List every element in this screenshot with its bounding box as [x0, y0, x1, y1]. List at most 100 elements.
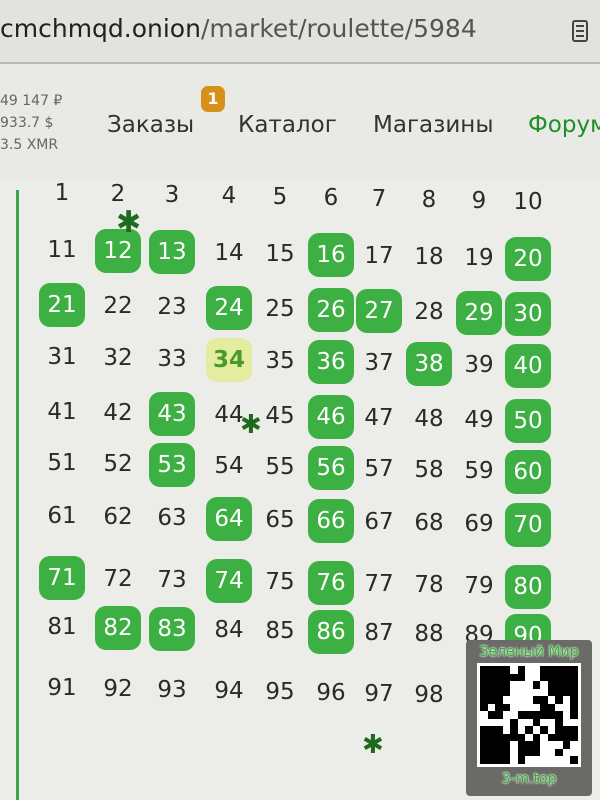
roulette-cell[interactable]: 98: [414, 682, 444, 708]
roulette-cell[interactable]: 86: [308, 610, 354, 654]
nav-catalog[interactable]: Каталог: [238, 112, 337, 138]
roulette-cell[interactable]: 41: [47, 399, 77, 425]
roulette-cell[interactable]: 61: [47, 503, 77, 529]
balances: 49 147 ₽ 933.7 $ 3.5 XMR: [0, 90, 62, 156]
roulette-cell[interactable]: 87: [364, 620, 394, 646]
roulette-cell[interactable]: 45: [265, 403, 295, 429]
roulette-cell[interactable]: 30: [505, 292, 551, 336]
balance-xmr: 3.5 XMR: [0, 137, 59, 153]
roulette-cell[interactable]: 84: [214, 617, 244, 643]
roulette-cell[interactable]: 49: [464, 407, 494, 433]
roulette-cell[interactable]: 26: [308, 288, 354, 332]
roulette-cell[interactable]: 14: [214, 240, 244, 266]
roulette-cell[interactable]: 24: [206, 286, 252, 330]
roulette-cell[interactable]: 22: [103, 293, 133, 319]
roulette-cell[interactable]: 40: [505, 344, 551, 388]
reader-mode-icon[interactable]: [572, 20, 588, 42]
roulette-cell[interactable]: 68: [414, 510, 444, 536]
roulette-cell[interactable]: 20: [505, 237, 551, 281]
roulette-cell[interactable]: 55: [265, 454, 295, 480]
roulette-cell[interactable]: 65: [265, 507, 295, 533]
roulette-cell[interactable]: 83: [149, 607, 195, 651]
roulette-cell[interactable]: 92: [103, 676, 133, 702]
roulette-cell[interactable]: 27: [356, 289, 402, 333]
roulette-cell[interactable]: 78: [414, 572, 444, 598]
roulette-cell[interactable]: 63: [157, 505, 187, 531]
roulette-cell[interactable]: 97: [364, 681, 394, 707]
roulette-cell[interactable]: 88: [414, 621, 444, 647]
balance-usd: 933.7 $: [0, 115, 54, 131]
roulette-cell[interactable]: 11: [47, 237, 77, 263]
roulette-cell[interactable]: 25: [265, 296, 295, 322]
roulette-cell[interactable]: 47: [364, 405, 394, 431]
balance-rub: 49 147 ₽: [0, 93, 63, 109]
roulette-cell[interactable]: 17: [364, 243, 394, 269]
roulette-cell[interactable]: 66: [308, 499, 354, 543]
roulette-cell[interactable]: 56: [308, 446, 354, 490]
roulette-cell[interactable]: 69: [464, 511, 494, 537]
roulette-cell[interactable]: 59: [464, 458, 494, 484]
url-text[interactable]: cmchmqd.onion/market/roulette/5984: [0, 14, 477, 43]
roulette-cell[interactable]: 54: [214, 453, 244, 479]
roulette-cell[interactable]: 33: [157, 346, 187, 372]
roulette-cell[interactable]: 42: [103, 400, 133, 426]
roulette-cell[interactable]: 29: [456, 291, 502, 335]
roulette-cell[interactable]: 72: [103, 566, 133, 592]
roulette-cell[interactable]: 93: [157, 677, 187, 703]
roulette-cell[interactable]: 85: [265, 618, 295, 644]
roulette-cell[interactable]: 23: [157, 294, 187, 320]
roulette-cell[interactable]: 21: [39, 283, 85, 327]
roulette-cell[interactable]: 60: [505, 450, 551, 494]
roulette-cell[interactable]: 71: [39, 556, 85, 600]
nav-forum[interactable]: Форум: [528, 112, 600, 138]
roulette-cell[interactable]: 73: [157, 567, 187, 593]
roulette-cell[interactable]: 32: [103, 345, 133, 371]
roulette-cell[interactable]: 57: [364, 456, 394, 482]
roulette-cell[interactable]: 91: [47, 675, 77, 701]
roulette-cell[interactable]: 74: [206, 559, 252, 603]
roulette-cell[interactable]: 16: [308, 233, 354, 277]
roulette-cell[interactable]: 37: [364, 350, 394, 376]
roulette-cell[interactable]: 46: [308, 395, 354, 439]
roulette-cell[interactable]: 76: [308, 561, 354, 605]
roulette-cell[interactable]: 77: [364, 571, 394, 597]
roulette-cell[interactable]: 81: [47, 614, 77, 640]
watermark: Зеленый Мир 3-m.top: [466, 640, 592, 796]
nav-orders[interactable]: Заказы: [107, 112, 195, 138]
roulette-cell[interactable]: 36: [308, 340, 354, 384]
roulette-cell[interactable]: 51: [47, 450, 77, 476]
roulette-cell[interactable]: 80: [505, 565, 551, 609]
roulette-cell[interactable]: 44: [214, 402, 244, 428]
roulette-cell[interactable]: 43: [149, 392, 195, 436]
roulette-cell[interactable]: 13: [149, 230, 195, 274]
roulette-cell[interactable]: 12: [95, 229, 141, 273]
roulette-cell[interactable]: 82: [95, 606, 141, 650]
roulette-cell[interactable]: 53: [149, 443, 195, 487]
column-header: 10: [513, 189, 543, 215]
column-header: 4: [221, 183, 237, 209]
nav-shops[interactable]: Магазины: [373, 112, 494, 138]
roulette-cell[interactable]: 67: [364, 509, 394, 535]
roulette-cell[interactable]: 15: [265, 241, 295, 267]
roulette-cell[interactable]: 64: [206, 497, 252, 541]
roulette-cell[interactable]: 39: [464, 352, 494, 378]
roulette-cell[interactable]: 62: [103, 504, 133, 530]
roulette-cell[interactable]: 18: [414, 244, 444, 270]
address-bar[interactable]: cmchmqd.onion/market/roulette/5984: [0, 0, 600, 64]
roulette-cell[interactable]: 50: [505, 399, 551, 443]
roulette-cell[interactable]: 28: [414, 299, 444, 325]
roulette-cell[interactable]: 96: [316, 680, 346, 706]
roulette-cell[interactable]: 35: [265, 348, 295, 374]
roulette-cell[interactable]: 94: [214, 678, 244, 704]
roulette-cell[interactable]: 95: [265, 679, 295, 705]
roulette-cell[interactable]: 38: [406, 342, 452, 386]
roulette-cell[interactable]: 19: [464, 245, 494, 271]
roulette-cell[interactable]: 79: [464, 573, 494, 599]
roulette-cell[interactable]: 48: [414, 406, 444, 432]
roulette-cell[interactable]: 34: [206, 338, 252, 382]
roulette-cell[interactable]: 58: [414, 457, 444, 483]
roulette-cell[interactable]: 75: [265, 569, 295, 595]
roulette-cell[interactable]: 31: [47, 344, 77, 370]
roulette-cell[interactable]: 52: [103, 451, 133, 477]
roulette-cell[interactable]: 70: [505, 503, 551, 547]
